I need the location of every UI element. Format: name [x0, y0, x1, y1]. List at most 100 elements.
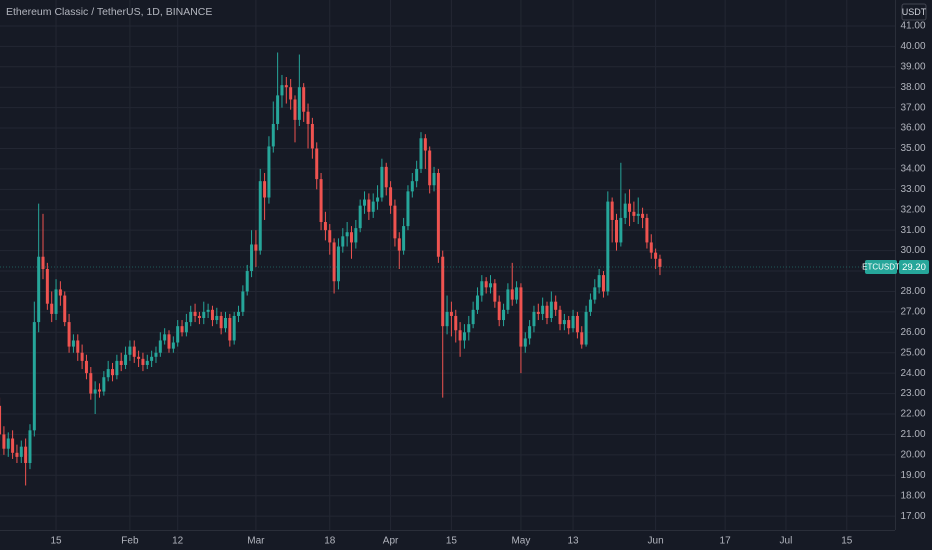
y-tick-label: 34.00: [900, 164, 925, 175]
x-tick-label: Apr: [383, 536, 399, 547]
candle-body: [480, 281, 484, 296]
candle-body: [562, 320, 566, 325]
candle-body: [6, 438, 10, 449]
y-tick-label: 38.00: [900, 82, 925, 93]
candle-body: [271, 123, 275, 147]
candle-body: [523, 338, 527, 347]
candle-body: [76, 340, 80, 353]
candle-body: [202, 311, 206, 318]
candle-body: [358, 205, 362, 229]
y-tick-label: 39.00: [900, 61, 925, 72]
candle-body: [641, 213, 645, 218]
candle-body: [584, 311, 588, 345]
candle-body: [89, 373, 93, 394]
last-price-box: [899, 259, 929, 274]
candle-body: [206, 309, 210, 312]
symbol-box: [865, 259, 897, 274]
y-tick-label: 36.00: [900, 123, 925, 134]
y-tick-label: 24.00: [900, 368, 925, 379]
candle-body: [554, 301, 558, 310]
candle-body: [645, 217, 649, 243]
x-tick-label: 15: [841, 536, 853, 547]
candle-body: [158, 340, 162, 353]
candle-body: [393, 205, 397, 239]
candle-body: [263, 181, 267, 198]
candle-body: [336, 246, 340, 282]
candle-body: [558, 309, 562, 325]
candle-body: [258, 181, 262, 251]
candle-body: [545, 305, 549, 318]
candle-body: [506, 289, 510, 310]
candle-body: [141, 358, 145, 365]
candle-body: [115, 360, 119, 376]
candle-body: [588, 299, 592, 312]
candle-body: [28, 430, 32, 464]
candle-body: [571, 315, 575, 329]
y-tick-label: 28.00: [900, 286, 925, 297]
axes: 41.00 40.00 39.00 38.00 37.00 36.00 35.00 34.00…: [50, 21, 929, 547]
candle-body: [462, 332, 466, 341]
candle-body: [297, 87, 301, 120]
candle-body: [615, 219, 619, 243]
candle-body: [319, 179, 323, 223]
candle-body: [402, 226, 406, 251]
candle-body: [397, 238, 401, 251]
candle-body: [471, 309, 475, 325]
candle-body: [50, 303, 54, 314]
x-tick-label: Jun: [648, 536, 664, 547]
candle-body: [37, 256, 41, 323]
candle-body: [389, 187, 393, 206]
candle-body: [502, 309, 506, 321]
candle-body: [167, 334, 171, 349]
y-tick-label: 26.00: [900, 327, 925, 338]
candle-body: [649, 242, 653, 253]
candle-body: [428, 150, 432, 186]
candle-body: [41, 256, 45, 269]
y-tick-label: 20.00: [900, 449, 925, 460]
candle-body: [580, 332, 584, 345]
unit-box[interactable]: [901, 3, 927, 21]
candle-body: [197, 315, 201, 318]
candle-body: [276, 95, 280, 124]
x-tick-label: 13: [567, 536, 579, 547]
candle-body: [245, 271, 249, 292]
candle-body: [489, 283, 493, 288]
candle-body: [549, 301, 553, 318]
candle-body: [541, 305, 545, 314]
candle-body: [232, 315, 236, 341]
candle-body: [176, 326, 180, 343]
x-tick-label: May: [511, 536, 530, 547]
candle-body: [137, 356, 141, 359]
candle-body: [341, 236, 345, 247]
y-tick-label: 21.00: [900, 429, 925, 440]
grid: [0, 0, 895, 530]
candle-body: [432, 172, 436, 186]
candle-body: [210, 309, 214, 321]
candle-body: [567, 320, 571, 329]
candle-body: [593, 287, 597, 300]
candle-body: [445, 311, 449, 327]
candle-body: [610, 201, 614, 220]
candle-body: [223, 318, 227, 329]
x-tick-label: 15: [446, 536, 458, 547]
candle-body: [597, 275, 601, 288]
candle-body: [363, 199, 367, 206]
candle-body: [497, 301, 501, 321]
candle-body: [515, 287, 519, 300]
candle-body: [93, 389, 97, 394]
candle-body: [219, 315, 223, 329]
candle-body: [367, 199, 371, 212]
candle-body: [184, 322, 188, 333]
candle-body: [2, 434, 6, 449]
candle-body: [654, 252, 658, 259]
symbol-label: ETCUSDT: [862, 263, 900, 272]
candle-body: [280, 85, 284, 96]
candle-body: [623, 203, 627, 218]
candle-body: [250, 244, 254, 272]
candle-body: [632, 211, 636, 216]
candle-body: [24, 446, 28, 464]
candle-body: [519, 287, 523, 347]
candle-body: [328, 230, 332, 243]
candle-body: [254, 244, 258, 251]
candle-body: [406, 191, 410, 227]
